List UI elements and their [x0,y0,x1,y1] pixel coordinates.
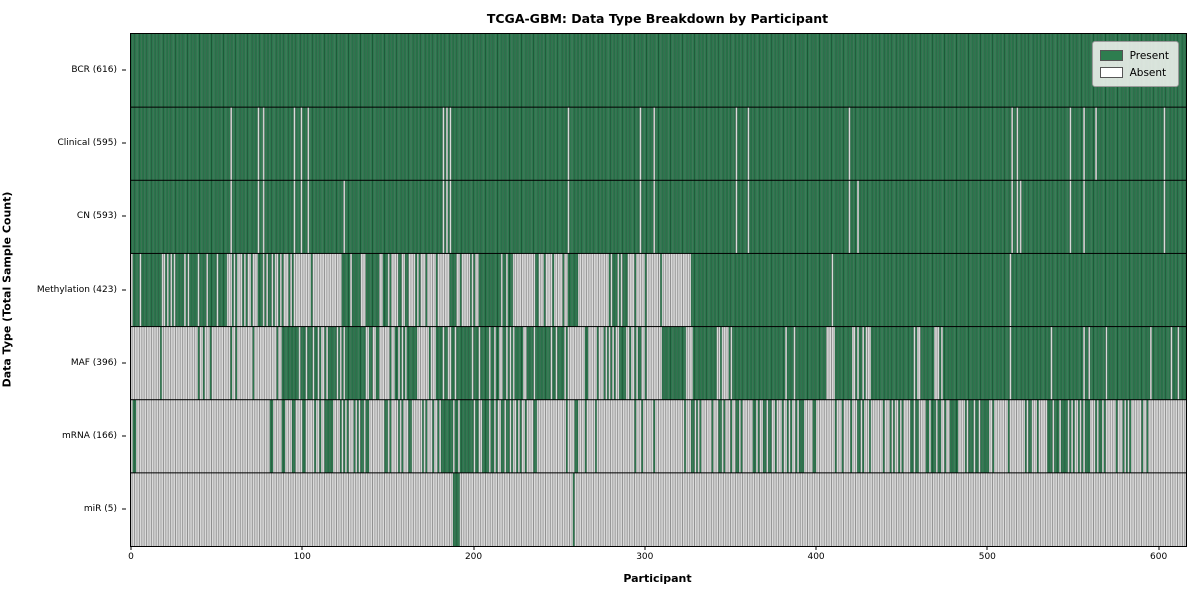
y-tick-label-CN: CN (593) [76,211,117,222]
y-tick-label-Clinical: Clinical (595) [57,138,117,149]
x-tick-mark [130,546,132,550]
x-tick-mark [644,546,646,550]
y-tick-label-mRNA: mRNA (166) [62,430,117,441]
x-tick-label-400: 400 [807,552,825,562]
x-tick-label-200: 200 [464,552,483,562]
y-tick-mark [122,142,126,144]
present-swatch-icon [1099,50,1123,61]
y-tick-mark [122,215,126,217]
y-tick-mark [122,69,126,71]
y-tick-label-BCR: BCR (616) [71,65,117,76]
legend-entry-absent: Absent [1099,64,1169,81]
x-tick-mark [1158,546,1160,550]
legend: Present Absent [1091,41,1179,87]
y-tick-label-MAF: MAF (396) [70,357,117,368]
x-tick-mark [815,546,817,550]
x-tick-mark [301,546,303,550]
x-tick-mark [986,546,988,550]
y-tick-label-miR: miR (5) [83,503,117,514]
x-tick-label-300: 300 [636,552,654,562]
x-tick-label-100: 100 [293,552,311,562]
legend-entry-present: Present [1099,47,1169,64]
heatmap-canvas [131,34,1186,546]
x-axis-label: Participant [623,572,692,585]
y-tick-mark [122,362,126,364]
x-tick-label-0: 0 [128,552,134,562]
legend-label: Present [1129,49,1169,62]
y-tick-mark [122,435,126,437]
x-tick-label-600: 600 [1150,552,1168,562]
legend-label: Absent [1129,66,1167,79]
x-tick-label-500: 500 [978,552,996,562]
heatmap-plot-area: Present Absent [130,33,1187,547]
absent-swatch-icon [1099,67,1123,78]
x-axis-ticks: 0 100 200 300 400 500 600 [128,546,1185,576]
y-axis-tick-labels: BCR (616) Clinical (595) CN (593) Methylati… [0,33,126,545]
chart-title: TCGA-GBM: Data Type Breakdown by Partici… [486,11,829,26]
x-tick-mark [473,546,475,550]
y-tick-mark [122,289,126,290]
y-tick-mark [122,508,126,510]
y-tick-label-Methylation: Methylation (423) [36,284,117,295]
